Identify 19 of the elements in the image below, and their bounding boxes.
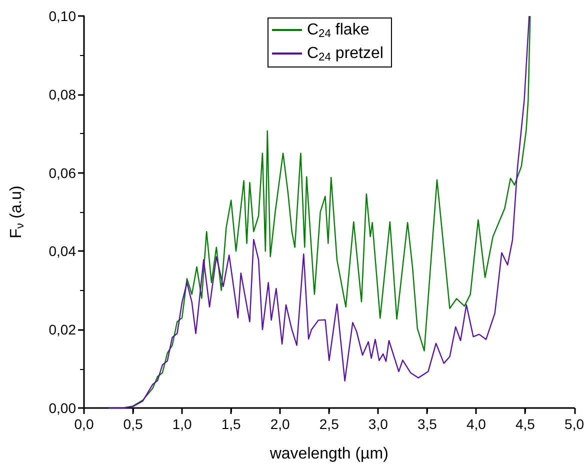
y-axis-title: Fν (a.u): [8, 186, 26, 238]
x-tick-label: 4,0: [466, 416, 486, 432]
y-tick-label: 0,06: [48, 164, 76, 181]
x-tick-label: 2,5: [319, 416, 340, 432]
y-tick-label: 0,10: [48, 8, 76, 24]
y-tick-label: 0,00: [48, 400, 76, 416]
x-tick-label: 5,0: [564, 416, 584, 432]
x-axis-title: wavelength (µm): [268, 446, 388, 462]
x-tick-label: 4,5: [516, 416, 536, 432]
x-tick-label: 0,0: [74, 416, 94, 432]
x-tick-label: 2,0: [270, 416, 290, 432]
y-tick-label: 0,02: [48, 322, 76, 338]
x-tick-label: 3,5: [417, 416, 438, 432]
y-tick-label: 0,04: [48, 243, 76, 260]
x-tick-label: 3,0: [368, 416, 388, 432]
x-tick-label: 0,5: [123, 416, 143, 432]
x-tick-label: 1,5: [221, 416, 242, 432]
x-tick-label: 1,0: [172, 416, 192, 432]
y-tick-label: 0,08: [48, 86, 76, 102]
